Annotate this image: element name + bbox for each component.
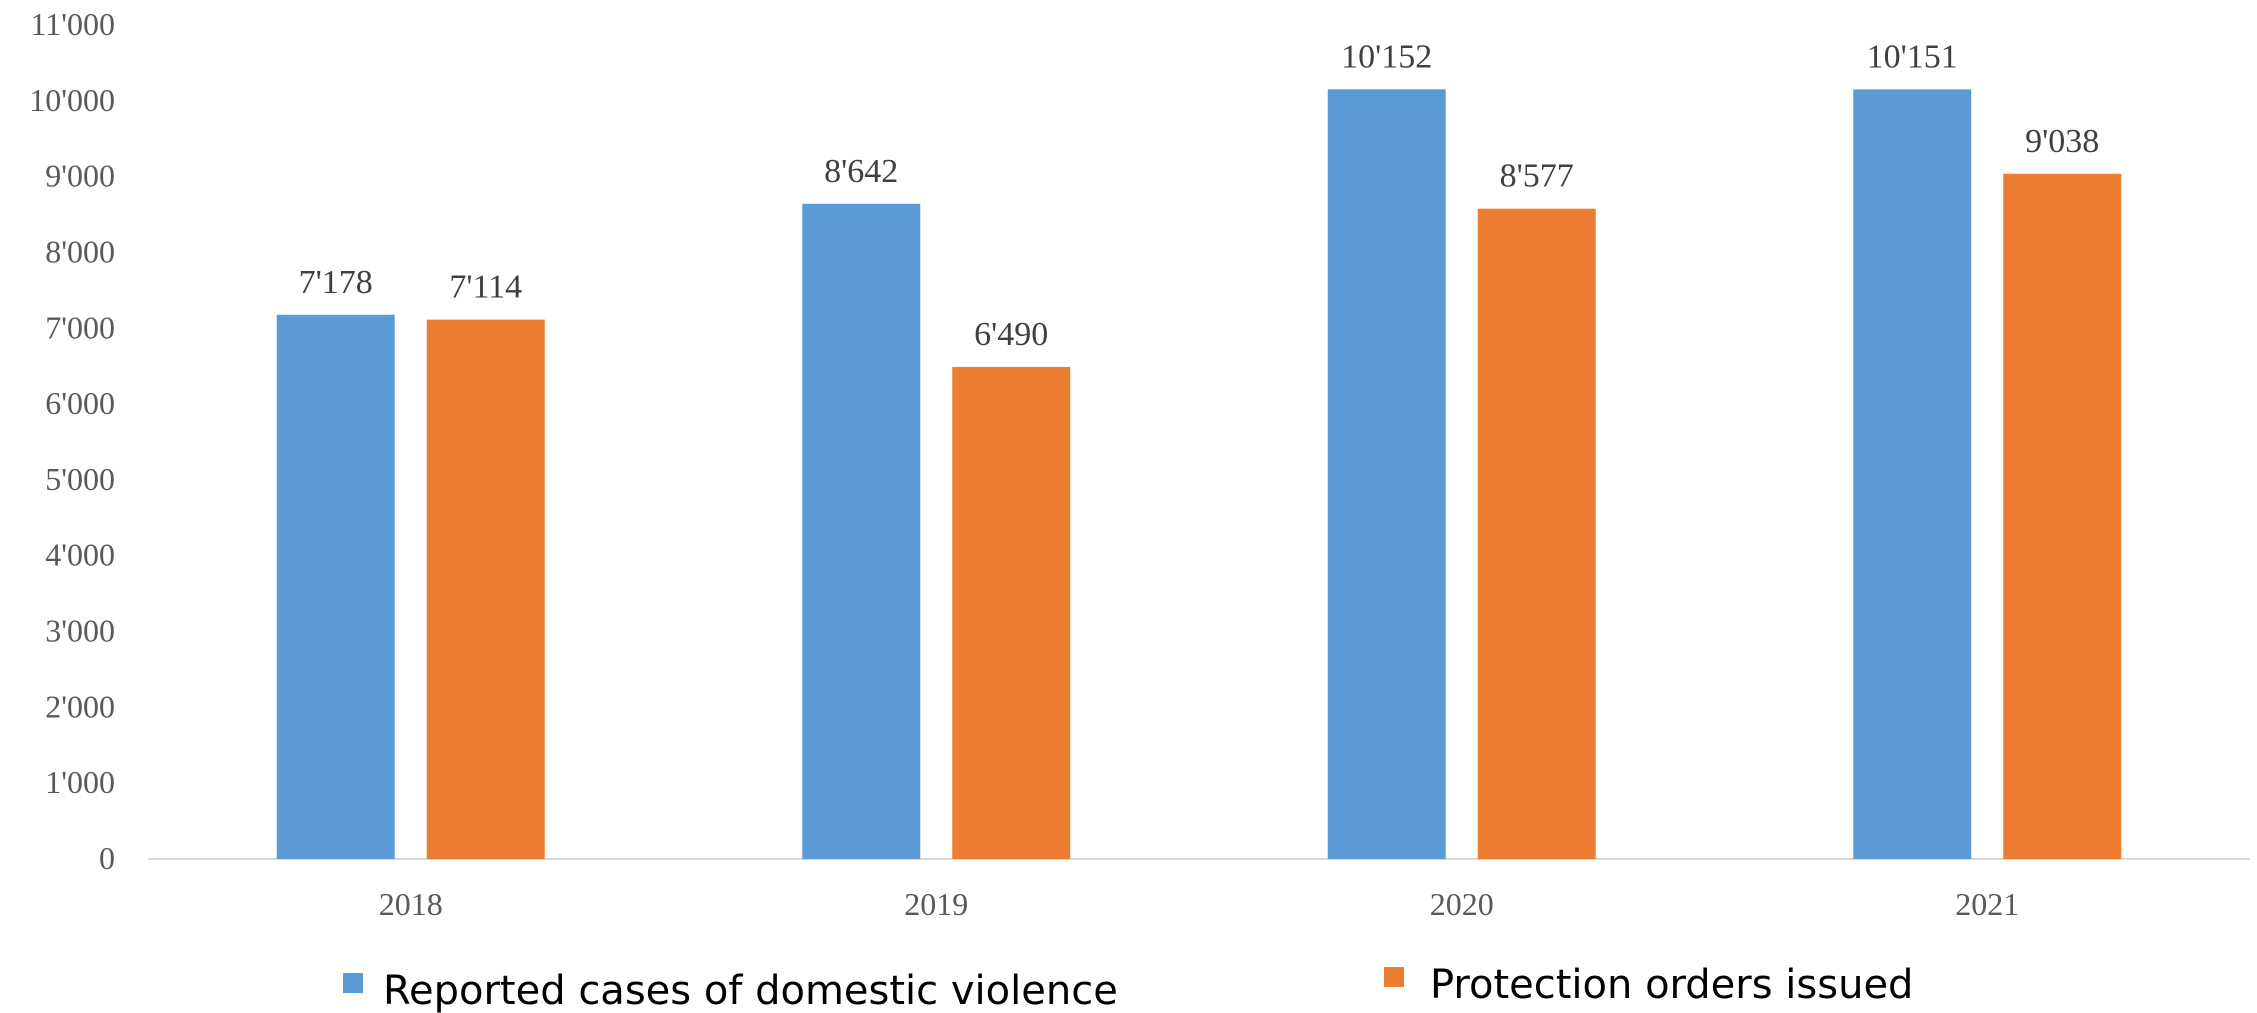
y-tick-label: 10'000 [29,82,115,118]
x-tick-label: 2021 [1955,886,2019,922]
x-tick-label: 2019 [904,886,968,922]
data-label: 10'151 [1867,38,1958,75]
x-tick-label: 2020 [1430,886,1494,922]
bar-protection-orders-2018 [426,319,545,859]
y-tick-label: 5'000 [45,461,115,497]
legend-swatch [343,973,363,993]
y-tick-label: 11'000 [30,6,115,42]
legend: Reported cases of domestic violence Prote… [343,962,1913,1013]
bar-reported-cases-2021 [1853,89,1972,860]
legend-label: Reported cases of domestic violence [383,968,1118,1013]
bar-reported-cases-2019 [802,203,921,859]
data-label: 7'114 [449,269,522,306]
x-tick-label: 2018 [379,886,443,922]
y-tick-label: 3'000 [45,613,115,649]
y-tick-label: 4'000 [45,537,115,573]
y-tick-label: 2'000 [45,688,115,724]
x-axis-ticks: 2018 2019 2020 2021 [379,886,2020,922]
y-tick-label: 9'000 [45,158,115,194]
bar-reported-cases-2018 [276,314,395,859]
bar-protection-orders-2021 [2003,173,2122,860]
bars: 7'178 7'114 8'642 6'490 10'152 8'577 10'151 9'0… [276,38,2122,860]
data-label: 7'178 [299,264,373,301]
legend-label: Protection orders issued [1430,962,1913,1008]
bar-reported-cases-2020 [1327,89,1446,859]
y-tick-label: 7'000 [45,309,115,345]
bar-protection-orders-2020 [1477,208,1596,859]
y-tick-label: 1'000 [45,764,115,800]
data-label: 10'152 [1341,38,1432,75]
legend-swatch [1384,967,1404,987]
y-tick-label: 8'000 [45,233,115,269]
y-tick-label: 0 [99,840,115,876]
bar-protection-orders-2019 [952,366,1071,859]
data-label: 8'642 [824,153,898,190]
y-tick-label: 6'000 [45,385,115,421]
data-label: 9'038 [2025,123,2099,160]
data-label: 6'490 [974,316,1048,353]
data-label: 8'577 [1500,158,1574,195]
y-axis-ticks: 0 1'000 2'000 3'000 4'000 5'000 6'000 7'000 8'00… [29,6,115,876]
